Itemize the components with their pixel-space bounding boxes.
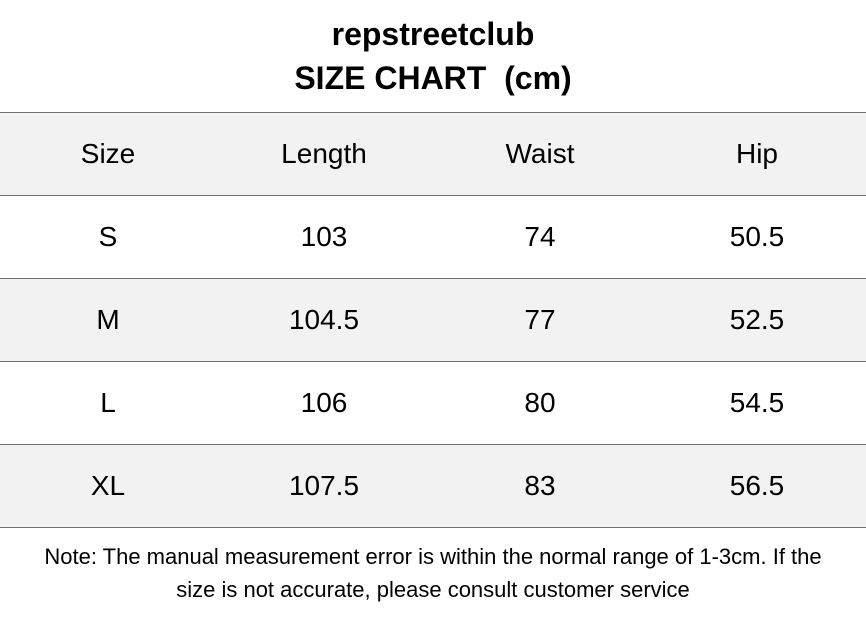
cell-waist: 77 — [432, 278, 648, 362]
column-header-size: Size — [0, 112, 216, 196]
size-chart-table: Size Length Waist Hip S 103 74 50.5 M 10… — [0, 112, 866, 528]
cell-length: 107.5 — [216, 444, 432, 528]
cell-length: 103 — [216, 195, 432, 279]
table-row: XL 107.5 83 56.5 — [0, 444, 866, 528]
cell-waist: 80 — [432, 361, 648, 445]
measurement-note: Note: The manual measurement error is wi… — [0, 540, 866, 606]
table-row: S 103 74 50.5 — [0, 195, 866, 279]
cell-length: 104.5 — [216, 278, 432, 362]
cell-size: L — [0, 361, 216, 445]
brand-name: repstreetclub — [331, 16, 535, 52]
page-title: SIZE CHART (cm) — [294, 60, 572, 96]
table-row: M 104.5 77 52.5 — [0, 278, 866, 362]
cell-hip: 52.5 — [648, 278, 866, 362]
cell-waist: 74 — [432, 195, 648, 279]
cell-waist: 83 — [432, 444, 648, 528]
cell-hip: 50.5 — [648, 195, 866, 279]
column-header-waist: Waist — [432, 112, 648, 196]
cell-size: XL — [0, 444, 216, 528]
title-block: repstreetclub SIZE CHART (cm) — [0, 0, 866, 112]
column-header-length: Length — [216, 112, 432, 196]
cell-hip: 56.5 — [648, 444, 866, 528]
column-header-hip: Hip — [648, 112, 866, 196]
table-header-row: Size Length Waist Hip — [0, 112, 866, 196]
cell-length: 106 — [216, 361, 432, 445]
note-line: size is not accurate, please consult cus… — [176, 577, 690, 602]
cell-size: S — [0, 195, 216, 279]
table-row: L 106 80 54.5 — [0, 361, 866, 445]
note-line: Note: The manual measurement error is wi… — [44, 544, 822, 569]
cell-hip: 54.5 — [648, 361, 866, 445]
cell-size: M — [0, 278, 216, 362]
